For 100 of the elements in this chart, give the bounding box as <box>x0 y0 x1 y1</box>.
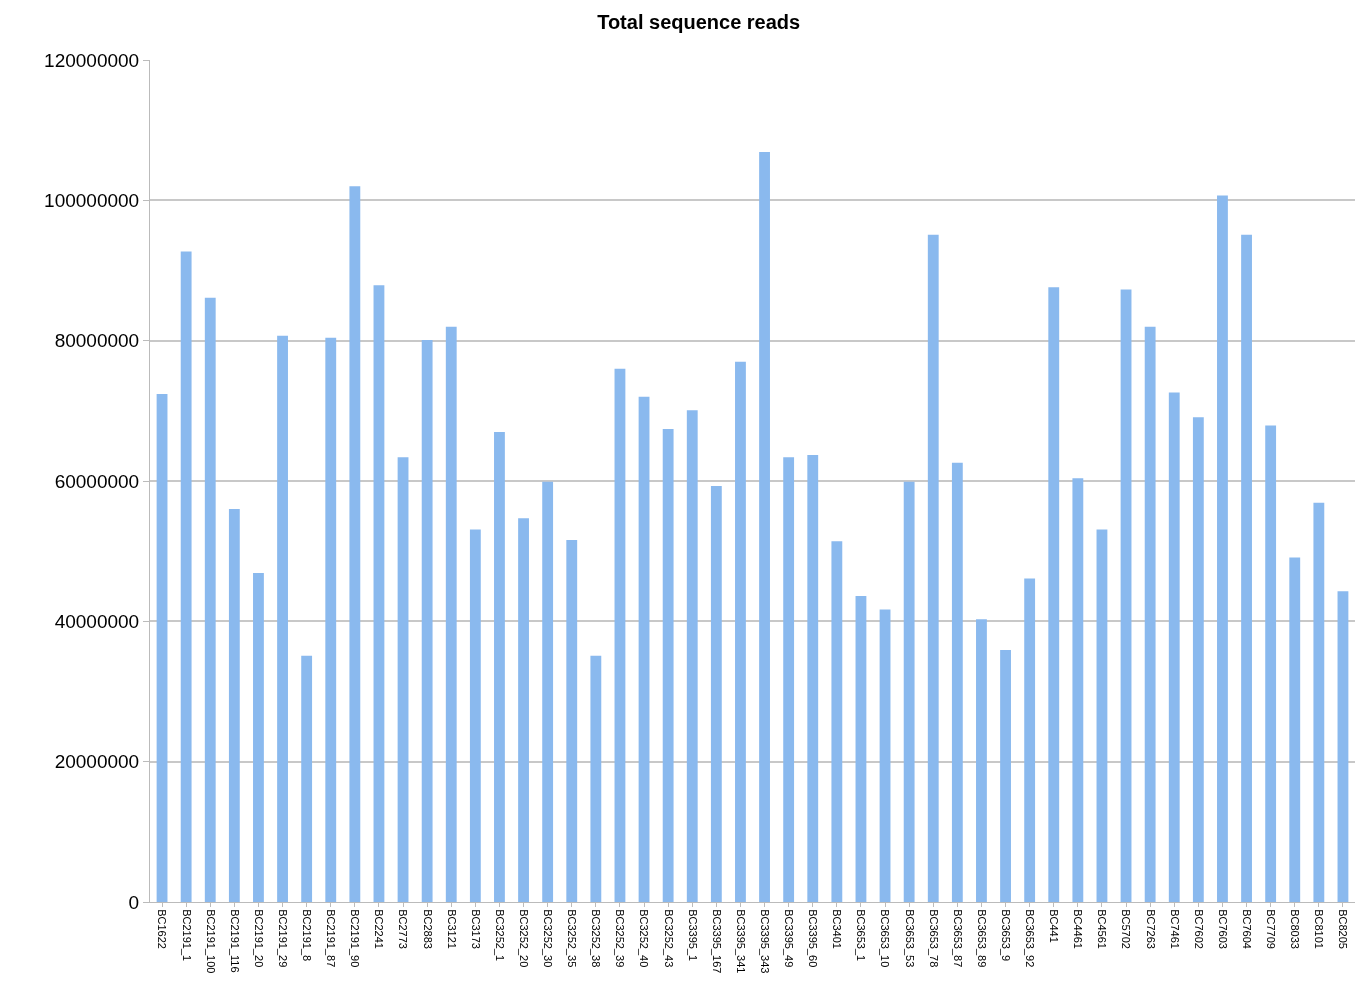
x-tick-label: BC1622 <box>156 909 169 949</box>
bar <box>518 518 529 902</box>
bar <box>1192 417 1204 902</box>
bar <box>807 455 819 902</box>
bar <box>253 572 264 902</box>
x-tick-label: BC2191_116 <box>228 909 241 973</box>
x-tick-label: BC7461 <box>1168 909 1181 949</box>
bar <box>951 462 963 902</box>
bar <box>180 251 192 902</box>
x-tick-label: BC3252_39 <box>614 909 627 968</box>
bar <box>204 297 216 902</box>
x-tick-label: BC3653_9 <box>999 909 1012 962</box>
bar <box>1072 478 1084 902</box>
x-tick-label: BC7604 <box>1240 909 1253 949</box>
bar <box>662 429 674 902</box>
bar <box>156 393 168 902</box>
bar <box>879 609 891 902</box>
bar <box>759 151 770 902</box>
bar <box>783 457 795 902</box>
bar <box>1096 529 1108 902</box>
x-tick-label: BC3401 <box>831 909 844 949</box>
bar <box>566 539 578 902</box>
x-tick-label: BC2191_8 <box>301 909 314 962</box>
x-tick-label: BC2191_87 <box>325 909 338 968</box>
bar <box>373 285 385 902</box>
bar <box>710 485 722 902</box>
bar <box>1000 650 1011 902</box>
bar <box>1313 502 1325 902</box>
y-tick-label: 0 <box>128 891 140 913</box>
bar <box>1289 557 1301 902</box>
bar <box>494 431 505 902</box>
x-tick-label: BC8101 <box>1313 909 1326 949</box>
x-tick-label: BC3653_92 <box>1024 909 1037 968</box>
bar <box>445 326 457 902</box>
x-tick-label: BC7263 <box>1144 909 1157 949</box>
x-tick-label: BC3252_40 <box>638 909 651 968</box>
bar <box>469 529 481 902</box>
bar <box>1265 425 1277 902</box>
chart-title: Total sequence reads <box>597 10 801 33</box>
bar <box>325 337 337 902</box>
x-tick-label: BC441 <box>1048 909 1061 943</box>
x-tick-label: BC3653_10 <box>879 909 892 968</box>
x-tick-label: BC2191_90 <box>349 909 362 968</box>
bar <box>228 509 240 902</box>
bar <box>397 457 409 902</box>
bar <box>277 335 288 902</box>
x-tick-label: BC4461 <box>1072 909 1085 949</box>
x-tick-label: BC3252_20 <box>517 909 530 968</box>
bar <box>542 481 554 902</box>
x-tick-label: BC2241 <box>373 909 386 949</box>
bar <box>349 186 361 902</box>
x-tick-label: BC8205 <box>1337 909 1350 949</box>
x-tick-label: BC2191_20 <box>252 909 265 968</box>
x-tick-label: BC8033 <box>1289 909 1302 949</box>
x-tick-label: BC3252_38 <box>590 909 603 968</box>
y-tick-label: 40000000 <box>54 610 140 632</box>
x-tick-label: BC2773 <box>397 909 410 949</box>
bar <box>590 655 602 902</box>
x-tick-label: BC3252_35 <box>566 909 579 968</box>
bar <box>686 410 698 902</box>
x-tick-label: BC2191_1 <box>180 909 193 962</box>
x-tick-label: BC3653_89 <box>975 909 988 968</box>
x-tick-label: BC7603 <box>1216 909 1229 949</box>
bar <box>421 339 433 902</box>
bar <box>1168 392 1180 902</box>
bar <box>638 396 650 902</box>
x-tick-label: BC5702 <box>1120 909 1133 949</box>
y-tick-label: 60000000 <box>54 470 140 492</box>
x-tick-label: BC4561 <box>1096 909 1109 949</box>
bar <box>301 655 313 902</box>
x-tick-label: BC2883 <box>421 909 434 949</box>
y-tick-label: 120000000 <box>44 49 140 71</box>
y-tick-label: 20000000 <box>54 751 140 773</box>
x-tick-label: BC3252_1 <box>493 909 506 962</box>
bar <box>1144 326 1156 902</box>
bar <box>1048 287 1060 902</box>
bar <box>1337 591 1349 902</box>
x-tick-label: BC7709 <box>1265 909 1278 949</box>
x-tick-label: BC3252_43 <box>662 909 675 968</box>
x-tick-label: BC3121 <box>445 909 458 949</box>
x-tick-label: BC2191_100 <box>204 909 217 974</box>
x-tick-label: BC3395_60 <box>807 909 820 968</box>
bar <box>831 541 843 902</box>
bar <box>927 234 939 902</box>
bar <box>903 481 915 902</box>
x-tick-label: BC3395_343 <box>758 909 771 974</box>
x-tick-label: BC3653_78 <box>927 909 940 968</box>
bar <box>1024 578 1036 902</box>
bar <box>1120 289 1132 902</box>
x-tick-label: BC3395_167 <box>710 909 723 974</box>
x-tick-label: BC3653_1 <box>855 909 868 962</box>
x-tick-label: BC2191_29 <box>276 909 289 968</box>
y-tick-label: 80000000 <box>54 330 140 352</box>
x-tick-label: BC3173 <box>469 909 482 949</box>
bar <box>1217 195 1228 902</box>
x-tick-label: BC3395_341 <box>734 909 747 974</box>
x-tick-label: BC7602 <box>1192 909 1205 949</box>
x-tick-label: BC3395_1 <box>686 909 699 962</box>
bar <box>735 361 746 902</box>
x-tick-label: BC3653_87 <box>951 909 964 968</box>
